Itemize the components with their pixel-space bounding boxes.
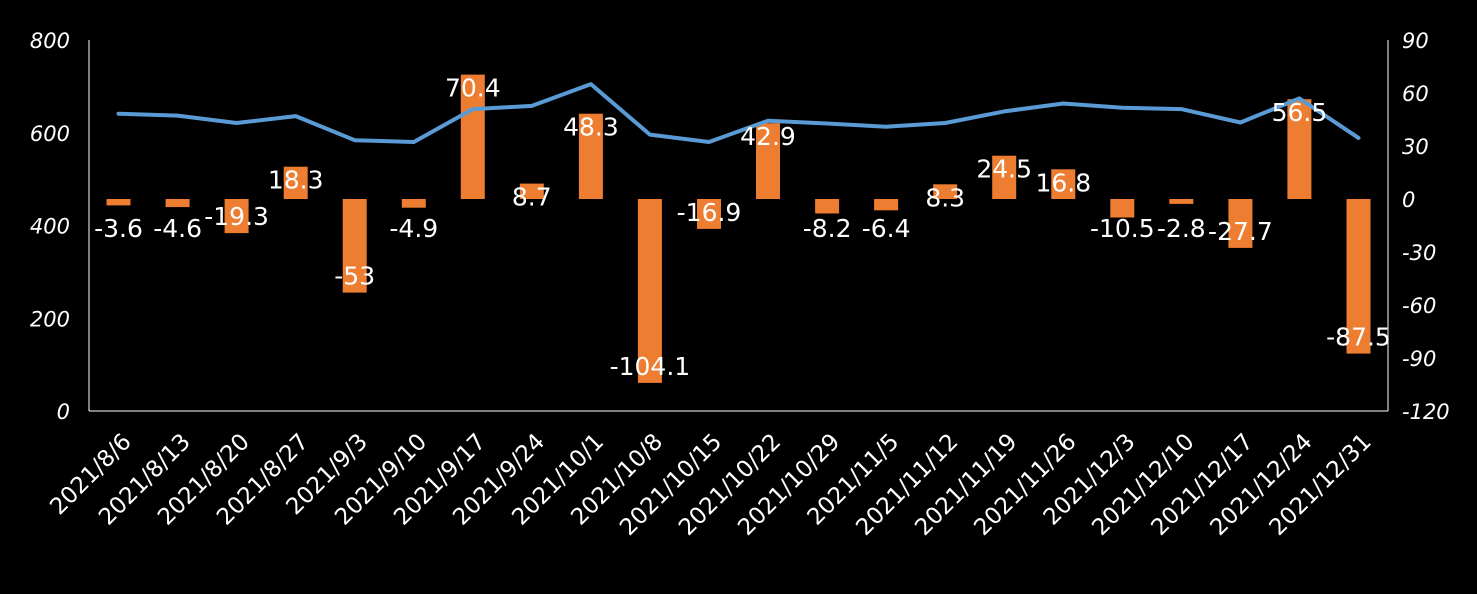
y-right-tick-label: 0 [1402,188,1415,212]
y-left-tick-label: 200 [30,307,70,331]
bar-data-label: 8.3 [925,183,965,212]
y-right-tick-label: 60 [1402,82,1429,106]
bar-2021/12/31 [1346,199,1371,354]
bar-data-label: 18.3 [268,166,324,195]
bar-data-label: -4.6 [153,214,202,243]
bar-2021/9/10 [401,199,426,208]
bar-2021/8/6 [106,199,131,206]
bar-data-label: -8.2 [803,214,852,243]
bar-2021/10/1 [578,113,603,199]
y-left-tick-label: 600 [30,122,70,146]
y-right-tick-label: 90 [1402,29,1429,53]
bar-2021/10/8 [637,199,662,383]
bar-data-label: -87.5 [1326,323,1391,352]
bar-data-label: 16.8 [1035,168,1091,197]
bar-2021/10/22 [756,123,780,199]
bar-2021/11/26 [1051,169,1076,199]
y-right-tick-label: -120 [1402,400,1450,424]
bar-data-label: 56.5 [1272,98,1328,127]
bar-data-label: 24.5 [976,155,1032,184]
bar-data-label: -16.9 [677,198,742,227]
bar-2021/9/17 [460,74,485,199]
bar-2021/10/29 [815,199,840,214]
bar-2021/12/10 [1169,199,1194,204]
bar-2021/12/3 [1110,199,1135,218]
bar-series [106,74,1371,383]
data-labels: -3.6 -4.6 -19.3 18.3 -53 -4.9 70.4 8.7 48.3 -104.… [94,74,1391,381]
bar-data-label: -19.3 [204,202,269,231]
bar-data-label: -4.9 [389,214,438,243]
bar-2021/11/5 [874,199,899,211]
y-left-tick-label: 0 [57,400,70,424]
bar-2021/11/12 [933,184,958,199]
bar-data-label: -3.6 [94,214,143,243]
bar-data-label: 70.4 [445,74,501,103]
bar-2021/8/27 [283,166,308,199]
y-right-tick-label: -60 [1402,294,1436,318]
bar-data-label: 48.3 [563,113,619,142]
bar-2021/10/15 [697,199,721,229]
line-series [116,82,1361,144]
line-path [116,82,1361,144]
bar-data-label: -10.5 [1090,214,1155,243]
bar-data-label: -104.1 [610,352,691,381]
bar-data-label: -53 [334,262,375,291]
bar-data-label: 8.7 [512,183,552,212]
bar-2021/12/24 [1287,99,1312,199]
bar-data-label: -2.8 [1157,214,1206,243]
bar-2021/8/13 [165,199,190,208]
bar-2021/8/20 [224,199,249,234]
bar-2021/9/3 [342,199,367,293]
y-right-tick-label: 30 [1402,135,1429,159]
bar-2021/9/24 [519,183,544,199]
bar-data-label: -27.7 [1208,217,1273,246]
bar-2021/11/19 [992,155,1017,199]
y-right-tick-label: -90 [1402,347,1436,371]
y-left-tick-label: 800 [30,29,70,53]
bar-data-label: 42.9 [740,122,796,151]
y-right-tick-label: -30 [1402,241,1436,265]
bar-data-label: -6.4 [862,214,911,243]
bar-2021/12/17 [1228,199,1253,248]
y-left-tick-label: 400 [30,215,70,239]
axes: 0200400600800-120-90-60-3003060902021/8/… [30,29,1450,541]
